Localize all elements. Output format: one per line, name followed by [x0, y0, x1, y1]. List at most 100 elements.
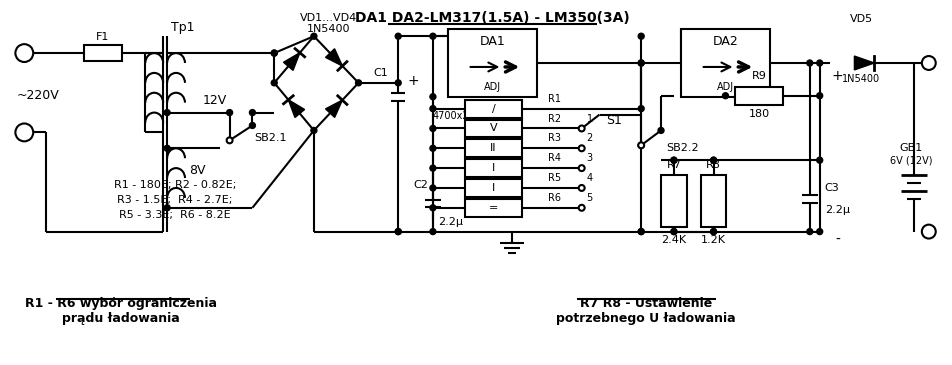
Text: SB2.1: SB2.1: [254, 133, 287, 143]
Text: ADJ: ADJ: [717, 82, 734, 92]
Bar: [681, 29, 770, 97]
Circle shape: [430, 105, 436, 112]
Text: 1.2K: 1.2K: [701, 235, 726, 245]
Circle shape: [271, 80, 277, 86]
Circle shape: [395, 80, 401, 86]
Text: 1N5400: 1N5400: [843, 74, 881, 84]
Text: DA2: DA2: [713, 35, 739, 48]
Circle shape: [249, 123, 255, 128]
Circle shape: [817, 157, 823, 163]
Bar: [735, 87, 783, 105]
Polygon shape: [288, 100, 305, 118]
Text: R9: R9: [752, 71, 766, 81]
Text: +: +: [832, 69, 843, 83]
Bar: [465, 159, 523, 177]
Text: -: -: [835, 233, 840, 246]
Text: R7 R8 - Ustawienie: R7 R8 - Ustawienie: [580, 297, 712, 310]
Text: 6V (12V): 6V (12V): [890, 155, 932, 165]
Polygon shape: [326, 100, 343, 118]
Text: 2.2μ: 2.2μ: [824, 205, 849, 215]
Polygon shape: [326, 49, 343, 66]
Circle shape: [710, 228, 717, 235]
Text: R1 - R6 wybór ograniczenia: R1 - R6 wybór ograniczenia: [25, 297, 216, 310]
Bar: [465, 119, 523, 137]
Circle shape: [311, 127, 317, 134]
Bar: [661, 175, 686, 227]
Text: S1: S1: [606, 114, 623, 127]
Text: C1: C1: [373, 68, 388, 78]
Circle shape: [430, 126, 436, 131]
Text: 2.4K: 2.4K: [662, 235, 686, 245]
Circle shape: [430, 165, 436, 171]
Text: II: II: [490, 143, 497, 153]
Circle shape: [164, 110, 170, 116]
Text: VD5: VD5: [850, 14, 873, 24]
Circle shape: [806, 60, 813, 66]
Circle shape: [579, 165, 585, 171]
Text: 8V: 8V: [188, 164, 205, 177]
Circle shape: [355, 80, 362, 86]
Bar: [465, 100, 523, 118]
Text: /: /: [491, 104, 495, 114]
Bar: [84, 45, 122, 61]
Text: 2.2μ: 2.2μ: [438, 217, 463, 227]
Text: 5: 5: [586, 193, 593, 203]
Text: R1 - 180E; R2 - 0.82E;: R1 - 180E; R2 - 0.82E;: [114, 180, 236, 190]
Text: GB1: GB1: [900, 143, 922, 153]
Circle shape: [430, 205, 436, 211]
Circle shape: [395, 33, 401, 39]
Circle shape: [671, 228, 677, 235]
Text: R5 - 3.3E;  R6 - 8.2E: R5 - 3.3E; R6 - 8.2E: [119, 210, 231, 220]
Circle shape: [806, 228, 813, 235]
Text: +: +: [407, 74, 419, 88]
Text: R7: R7: [666, 160, 682, 170]
Circle shape: [638, 33, 645, 39]
Circle shape: [395, 228, 401, 235]
Circle shape: [15, 44, 33, 62]
Circle shape: [430, 228, 436, 235]
Text: F1: F1: [96, 32, 109, 42]
Bar: [701, 175, 726, 227]
Circle shape: [922, 56, 936, 70]
Text: 4700x25V: 4700x25V: [433, 111, 483, 120]
Text: C3: C3: [824, 183, 840, 193]
Bar: [465, 179, 523, 197]
Text: prądu ładowania: prądu ładowania: [62, 312, 179, 325]
Circle shape: [579, 145, 585, 151]
Circle shape: [638, 105, 645, 112]
Circle shape: [430, 185, 436, 191]
Circle shape: [15, 123, 33, 141]
Circle shape: [271, 50, 277, 56]
Circle shape: [638, 228, 645, 235]
Circle shape: [671, 157, 677, 163]
Circle shape: [579, 185, 585, 191]
Circle shape: [658, 127, 664, 134]
Bar: [447, 29, 537, 97]
Circle shape: [710, 157, 717, 163]
Text: I: I: [492, 183, 495, 193]
Bar: [465, 199, 523, 217]
Text: R3 - 1.5E;  R4 - 2.7E;: R3 - 1.5E; R4 - 2.7E;: [117, 195, 232, 205]
Circle shape: [817, 60, 823, 66]
Text: 180: 180: [748, 108, 770, 119]
Circle shape: [710, 157, 717, 163]
Text: R8: R8: [706, 160, 721, 170]
Circle shape: [271, 50, 277, 56]
Text: R3: R3: [548, 133, 561, 143]
Text: R1: R1: [548, 94, 561, 104]
Text: 4: 4: [586, 173, 593, 183]
Text: V: V: [489, 123, 497, 134]
Circle shape: [311, 33, 317, 39]
Circle shape: [430, 94, 436, 100]
Circle shape: [579, 205, 585, 211]
Text: 1: 1: [586, 114, 593, 123]
Text: 1N5400: 1N5400: [307, 24, 350, 34]
Circle shape: [164, 205, 170, 211]
Text: R5: R5: [548, 173, 561, 183]
Circle shape: [579, 126, 585, 131]
Circle shape: [671, 228, 677, 235]
Circle shape: [710, 228, 717, 235]
Text: C2: C2: [413, 180, 428, 190]
Circle shape: [922, 224, 936, 239]
Text: VD1...VD4: VD1...VD4: [300, 14, 357, 23]
